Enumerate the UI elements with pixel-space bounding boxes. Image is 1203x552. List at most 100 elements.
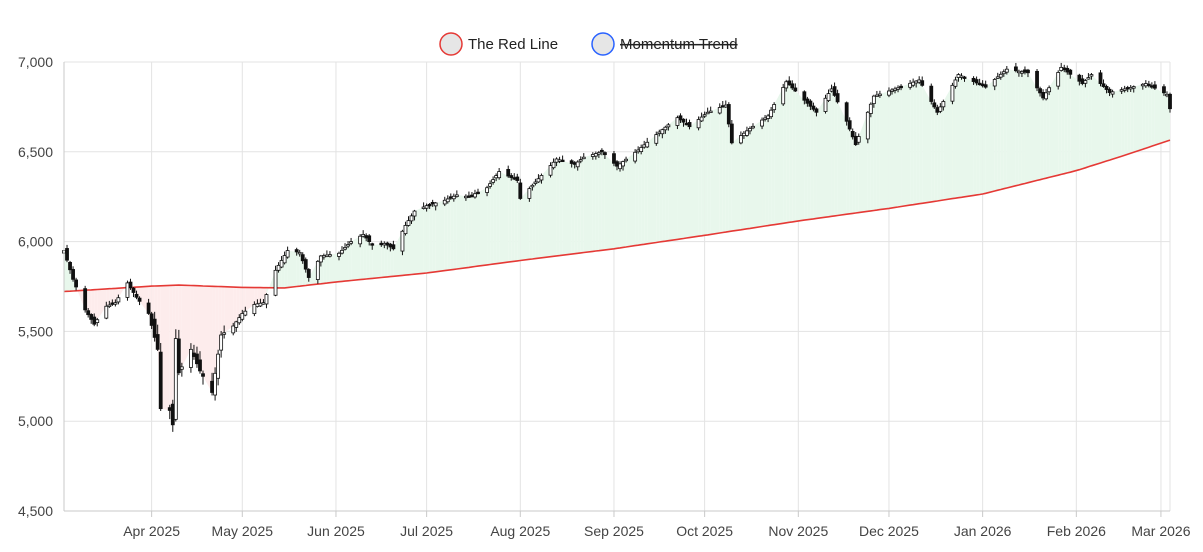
fill-segment: [719, 106, 723, 233]
fill-segment: [296, 251, 300, 287]
candle-body: [155, 334, 160, 350]
legend-item-momentum-trend[interactable]: Momentum Trend: [591, 32, 738, 56]
candle-body: [784, 81, 789, 89]
candle-body: [255, 303, 260, 307]
fill-segment: [432, 202, 436, 273]
red-line-path: [63, 139, 1171, 293]
fill-segment: [553, 158, 557, 257]
fill-segment: [898, 86, 902, 207]
fill-segment: [239, 287, 243, 318]
fill-segment: [1130, 86, 1134, 154]
fill-segment: [1103, 86, 1107, 162]
fill-segment: [807, 103, 811, 220]
candle-body: [1020, 71, 1024, 74]
fill-segment: [922, 85, 932, 204]
fill-segment: [556, 158, 560, 256]
candle-body: [1041, 92, 1045, 99]
candle-body: [189, 348, 193, 368]
fill-segment: [369, 241, 373, 279]
fill-segment: [532, 182, 536, 259]
red-line-series: [63, 139, 1171, 293]
x-tick-label: Jul 2025: [400, 523, 453, 539]
fill-segment: [181, 285, 191, 367]
fill-segment: [1142, 83, 1146, 150]
fill-segment: [686, 124, 690, 239]
fill-segment: [689, 119, 699, 238]
fill-segment: [541, 165, 551, 258]
candle-body: [89, 314, 94, 320]
candles: [62, 62, 1172, 432]
fill-segment: [1000, 71, 1004, 190]
fill-segment: [644, 142, 648, 245]
x-tick-label: Jan 2026: [954, 523, 1012, 539]
y-tick-label: 5,500: [18, 323, 53, 339]
candle-body: [349, 241, 353, 244]
candle-body: [829, 88, 834, 92]
fill-segment: [345, 244, 349, 282]
candle-body: [811, 105, 816, 110]
candle-body: [938, 106, 943, 112]
fill-segment: [190, 285, 194, 357]
x-tick-label: May 2025: [212, 523, 274, 539]
fill-segment: [731, 135, 741, 232]
candle-body: [1086, 77, 1091, 80]
candle-body: [908, 82, 913, 88]
candle-body: [639, 147, 644, 153]
fill-segment: [499, 171, 509, 264]
fill-segment: [976, 82, 980, 195]
fill-segment: [994, 76, 998, 191]
candle-body: [832, 86, 837, 96]
candle-body: [599, 149, 604, 153]
candle-body: [343, 247, 347, 250]
candle-body: [512, 177, 517, 180]
fill-segment: [937, 106, 941, 201]
candle-body: [264, 294, 269, 305]
fill-segment: [722, 105, 726, 233]
fill-segment: [477, 187, 488, 267]
fill-segment: [849, 129, 853, 214]
fill-segment: [601, 151, 605, 251]
candle-body: [1165, 93, 1169, 97]
candle-body: [536, 178, 541, 183]
fill-segment: [571, 163, 575, 255]
fill-segment: [1049, 72, 1059, 178]
candle-body: [92, 316, 97, 325]
fill-segment: [323, 255, 327, 284]
candle-body: [633, 151, 638, 162]
candle-body: [488, 183, 492, 187]
candle-body: [745, 130, 749, 136]
fill-segment: [1127, 87, 1131, 155]
fill-segment: [725, 105, 729, 233]
fill-segment: [520, 188, 530, 261]
candle-body: [506, 168, 511, 177]
fill-segment: [381, 243, 385, 278]
candle-body: [1023, 69, 1027, 73]
candle-body: [874, 94, 879, 97]
fill-segment: [1037, 87, 1041, 181]
fill-segment: [771, 104, 775, 226]
candle-body: [173, 338, 178, 420]
fill-segment: [1151, 86, 1155, 147]
fill-segment: [958, 74, 962, 198]
y-tick-label: 5,000: [18, 413, 53, 429]
candle-body: [170, 403, 175, 426]
fill-segment: [961, 75, 965, 198]
candle-body: [729, 123, 734, 144]
fill-segment: [517, 180, 521, 261]
candle-body: [654, 134, 659, 144]
fill-segment: [752, 120, 763, 228]
fill-segment: [916, 79, 920, 205]
candle-body: [1083, 80, 1088, 84]
candle-body: [1119, 89, 1124, 92]
candle-body: [1035, 70, 1039, 89]
fill-segment: [783, 81, 787, 224]
fill-segment: [677, 117, 681, 240]
legend-item-red-line[interactable]: The Red Line: [439, 32, 558, 56]
fill-segment: [749, 126, 753, 229]
candle-body: [636, 149, 641, 153]
candle-body: [219, 334, 224, 351]
fill-segment: [1124, 88, 1128, 156]
fill-segment: [635, 150, 639, 246]
legend-label-momentum-trend: Momentum Trend: [620, 36, 738, 53]
